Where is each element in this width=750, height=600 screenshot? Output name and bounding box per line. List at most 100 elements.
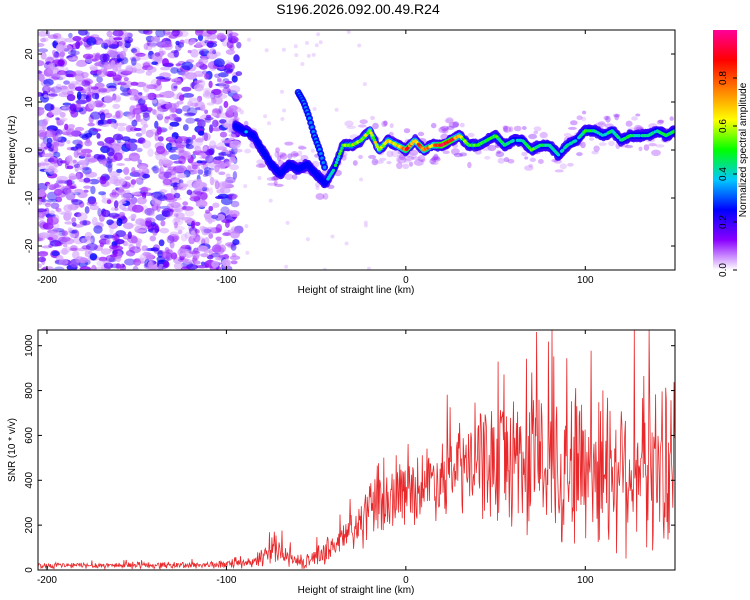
noise-cell — [150, 212, 156, 217]
noise-cell — [141, 125, 146, 135]
noise-cell — [77, 212, 88, 222]
spectrogram-ylabel: Frequency (Hz) — [7, 116, 18, 185]
noise-cell — [208, 205, 214, 212]
noise-cell — [84, 139, 92, 147]
noise-cell — [74, 188, 84, 193]
noise-cell — [163, 77, 172, 81]
scatter-cell — [281, 47, 286, 52]
ridge-core — [672, 129, 675, 133]
noise-cell — [115, 122, 127, 127]
noise-cell — [197, 48, 210, 52]
noise-cell — [75, 41, 81, 49]
noise-cell — [149, 128, 157, 134]
noise-cell — [203, 249, 210, 254]
noise-cell — [157, 50, 164, 58]
ridge-halo-cell — [346, 125, 356, 129]
ridge-halo-cell — [352, 160, 358, 166]
noise-cell — [114, 110, 124, 119]
noise-cell — [200, 104, 206, 112]
ridge-halo-cell — [372, 122, 379, 130]
noise-cell — [115, 96, 121, 102]
noise-cell — [138, 30, 150, 34]
noise-cell — [58, 139, 65, 147]
noise-cell — [188, 250, 200, 255]
noise-cell — [156, 103, 162, 111]
noise-cell — [120, 263, 125, 268]
noise-cell — [204, 73, 210, 80]
ridge-halo-cell — [284, 141, 294, 146]
ridge-halo-cell — [613, 113, 620, 118]
noise-cell — [132, 258, 142, 266]
noise-cell — [223, 68, 234, 73]
snr-x-tick-label: -200 — [37, 575, 57, 586]
noise-cell — [206, 42, 218, 48]
noise-cell — [135, 132, 143, 137]
noise-cell — [50, 86, 62, 93]
noise-cell — [82, 167, 90, 171]
ridge-halo-cell — [298, 146, 307, 150]
ridge-halo-cell — [576, 152, 583, 157]
noise-cell — [69, 185, 78, 190]
noise-cell — [121, 70, 133, 74]
noise-cell — [55, 207, 62, 213]
noise-cell — [158, 172, 164, 177]
noise-cell — [95, 40, 105, 45]
noise-cell — [231, 75, 238, 83]
noise-cell — [126, 113, 135, 120]
ridge-halo-cell — [533, 126, 542, 132]
noise-cell — [38, 107, 45, 116]
noise-cell — [57, 158, 63, 167]
noise-cell — [156, 126, 162, 135]
noise-cell — [63, 80, 70, 85]
colorbar-tick-label: 0.8 — [718, 71, 729, 85]
scatter-cell — [306, 53, 311, 58]
noise-cell — [200, 50, 205, 56]
noise-cell — [88, 178, 100, 185]
noise-cell — [230, 243, 237, 251]
ridge-halo-cell — [408, 161, 414, 167]
noise-cell — [121, 193, 132, 200]
noise-cell — [182, 93, 195, 98]
ridge-halo-cell — [638, 146, 643, 152]
noise-cell — [228, 133, 237, 137]
noise-cell — [139, 187, 151, 192]
ridge-halo-cell — [409, 149, 419, 156]
noise-cell — [191, 164, 198, 170]
noise-cell — [59, 236, 71, 243]
ridge-core — [244, 130, 248, 134]
noise-cell — [103, 109, 110, 115]
ridge-halo-cell — [448, 121, 459, 128]
noise-cell — [79, 220, 91, 226]
noise-cell — [127, 88, 139, 96]
noise-cell — [72, 35, 82, 42]
noise-cell — [124, 258, 136, 266]
noise-cell — [91, 216, 98, 226]
noise-cell — [128, 216, 137, 220]
noise-cell — [130, 179, 137, 185]
noise-cell — [53, 188, 63, 196]
noise-cell — [137, 159, 142, 165]
noise-cell — [119, 50, 127, 59]
noise-cell — [219, 119, 227, 124]
noise-cell — [117, 82, 127, 86]
ridge-halo-cell — [292, 153, 300, 157]
noise-cell — [124, 41, 131, 49]
noise-cell — [38, 256, 47, 263]
noise-cell — [194, 221, 201, 226]
ridge-halo-cell — [386, 161, 392, 165]
spectrogram-y-tick-label: 20 — [24, 48, 35, 60]
noise-cell — [89, 66, 98, 71]
noise-cell — [213, 156, 225, 161]
noise-cell — [174, 216, 181, 224]
noise-cell — [75, 256, 85, 264]
ridge-halo-cell — [631, 116, 638, 121]
scatter-cell — [363, 220, 368, 225]
noise-cell — [115, 111, 121, 119]
noise-cell — [112, 103, 121, 110]
noise-cell — [221, 39, 229, 47]
noise-cell — [52, 214, 60, 223]
ridge-halo-cell — [391, 150, 399, 158]
noise-cell — [157, 136, 164, 142]
noise-cell — [190, 230, 196, 239]
noise-cell — [65, 73, 74, 78]
